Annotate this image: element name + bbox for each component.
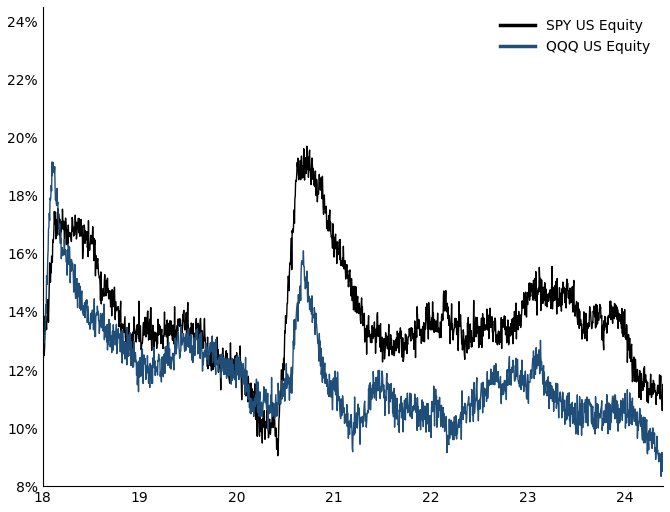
Line: SPY US Equity: SPY US Equity [43,146,663,456]
SPY US Equity [467,328,475,334]
QQQ US Equity [39,356,47,362]
QQQ US Equity [51,164,59,170]
SPY US Equity [274,453,282,459]
QQQ US Equity [657,473,665,479]
SPY US Equity [39,366,47,372]
QQQ US Equity [620,406,628,412]
SPY US Equity [620,309,628,315]
QQQ US Equity [48,159,56,165]
QQQ US Equity [659,467,667,473]
SPY US Equity [357,321,365,327]
SPY US Equity [659,393,667,399]
Line: QQQ US Equity: QQQ US Equity [43,162,663,476]
QQQ US Equity [320,375,328,381]
Legend: SPY US Equity, QQQ US Equity: SPY US Equity, QQQ US Equity [495,14,656,60]
SPY US Equity [149,335,157,341]
QQQ US Equity [150,344,158,350]
SPY US Equity [320,203,328,209]
SPY US Equity [303,143,311,150]
SPY US Equity [50,208,58,215]
QQQ US Equity [356,417,364,423]
QQQ US Equity [466,400,474,407]
